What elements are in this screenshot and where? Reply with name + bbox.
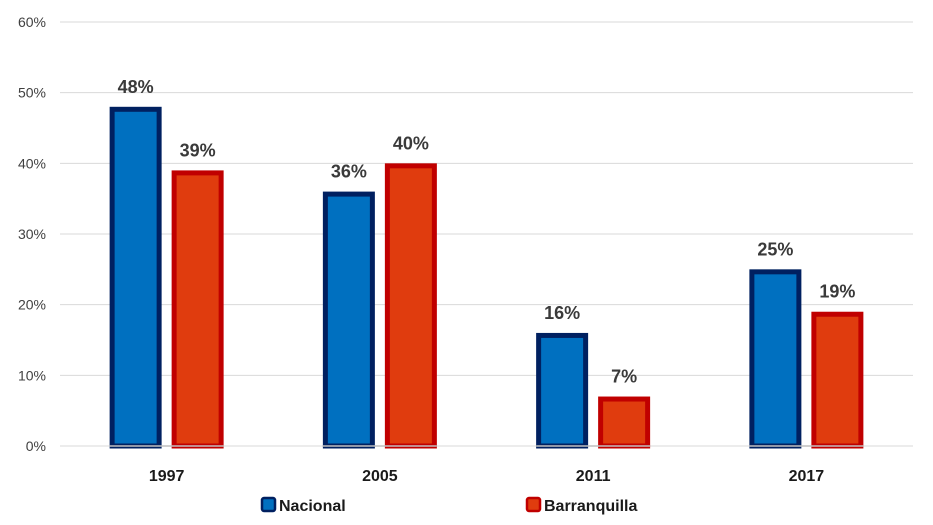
data-label-nacional-2011: 16% <box>544 303 580 323</box>
bars <box>109 106 864 449</box>
data-label-barranquilla-1997: 39% <box>180 140 216 160</box>
bar-barranquilla-1997 <box>171 170 224 449</box>
y-axis-ticks: 0% 10% 20% 30% 40% 50% 60% <box>18 14 46 454</box>
y-tick-label: 20% <box>18 297 46 313</box>
y-tick-label: 50% <box>18 85 46 101</box>
x-category-label: 2011 <box>576 468 611 485</box>
x-category-label: 1997 <box>149 468 185 485</box>
data-labels: 48% 39% 36% 40% 16% 7% 25% 19% <box>118 77 856 387</box>
data-label-nacional-1997: 48% <box>118 77 154 97</box>
data-label-nacional-2017: 25% <box>757 239 793 259</box>
bar-nacional-2017 <box>749 269 802 449</box>
data-label-barranquilla-2017: 19% <box>819 282 855 302</box>
bar-barranquilla-2011 <box>598 396 651 449</box>
y-tick-label: 10% <box>18 367 46 383</box>
bar-nacional-2005 <box>322 191 375 449</box>
legend-label-nacional: Nacional <box>279 498 346 515</box>
legend-swatch-barranquilla <box>525 496 542 513</box>
y-tick-label: 40% <box>18 155 46 171</box>
legend: Nacional Barranquilla <box>260 496 637 515</box>
bar-barranquilla-2005 <box>384 163 437 449</box>
legend-label-barranquilla: Barranquilla <box>544 498 637 515</box>
data-label-barranquilla-2005: 40% <box>393 133 429 153</box>
x-axis-categories: 1997 2005 2011 2017 <box>149 468 824 485</box>
y-tick-label: 0% <box>26 438 46 454</box>
y-tick-label: 30% <box>18 226 46 242</box>
y-tick-label: 60% <box>18 14 46 30</box>
x-category-label: 2017 <box>789 468 825 485</box>
bar-barranquilla-2017 <box>811 311 864 449</box>
data-label-nacional-2005: 36% <box>331 162 367 182</box>
x-category-label: 2005 <box>362 468 398 485</box>
data-label-barranquilla-2011: 7% <box>611 367 637 387</box>
bar-nacional-2011 <box>536 332 589 449</box>
legend-swatch-nacional <box>260 496 277 513</box>
bar-nacional-1997 <box>109 106 162 449</box>
